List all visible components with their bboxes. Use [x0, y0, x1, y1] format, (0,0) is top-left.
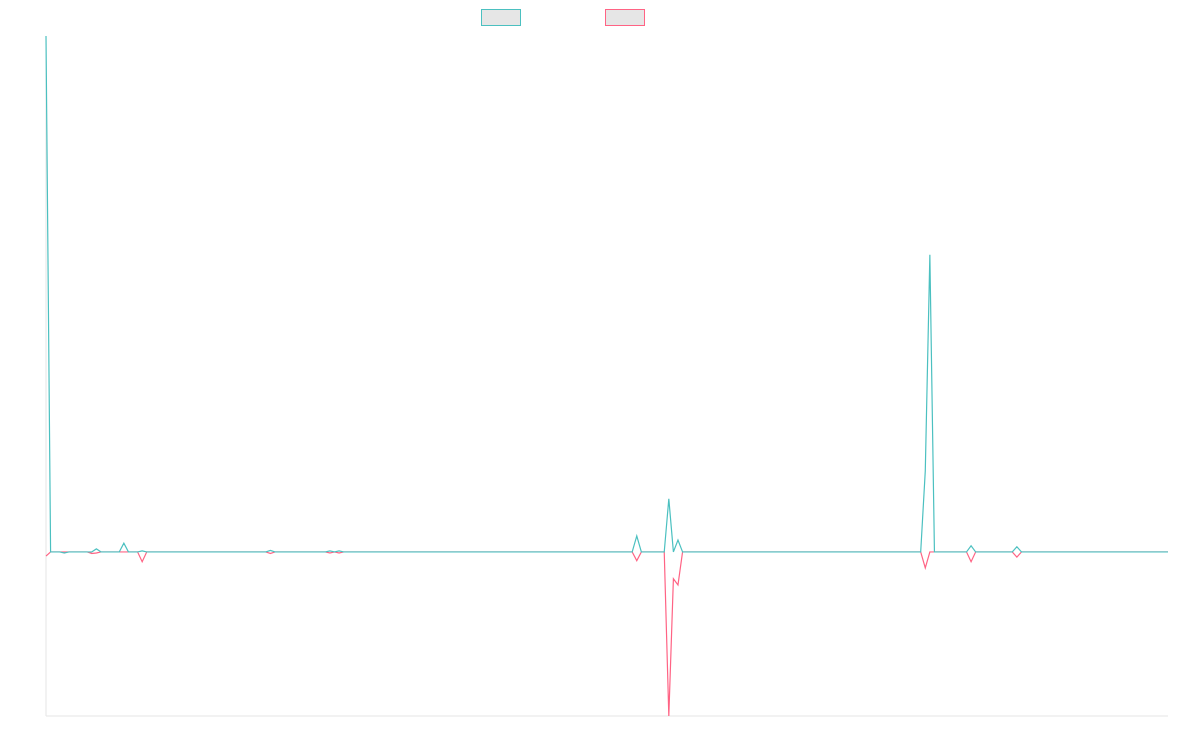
series-line	[45, 551, 1168, 717]
legend-swatch	[481, 9, 521, 26]
series-line	[45, 35, 1168, 554]
legend-swatch	[605, 9, 645, 26]
